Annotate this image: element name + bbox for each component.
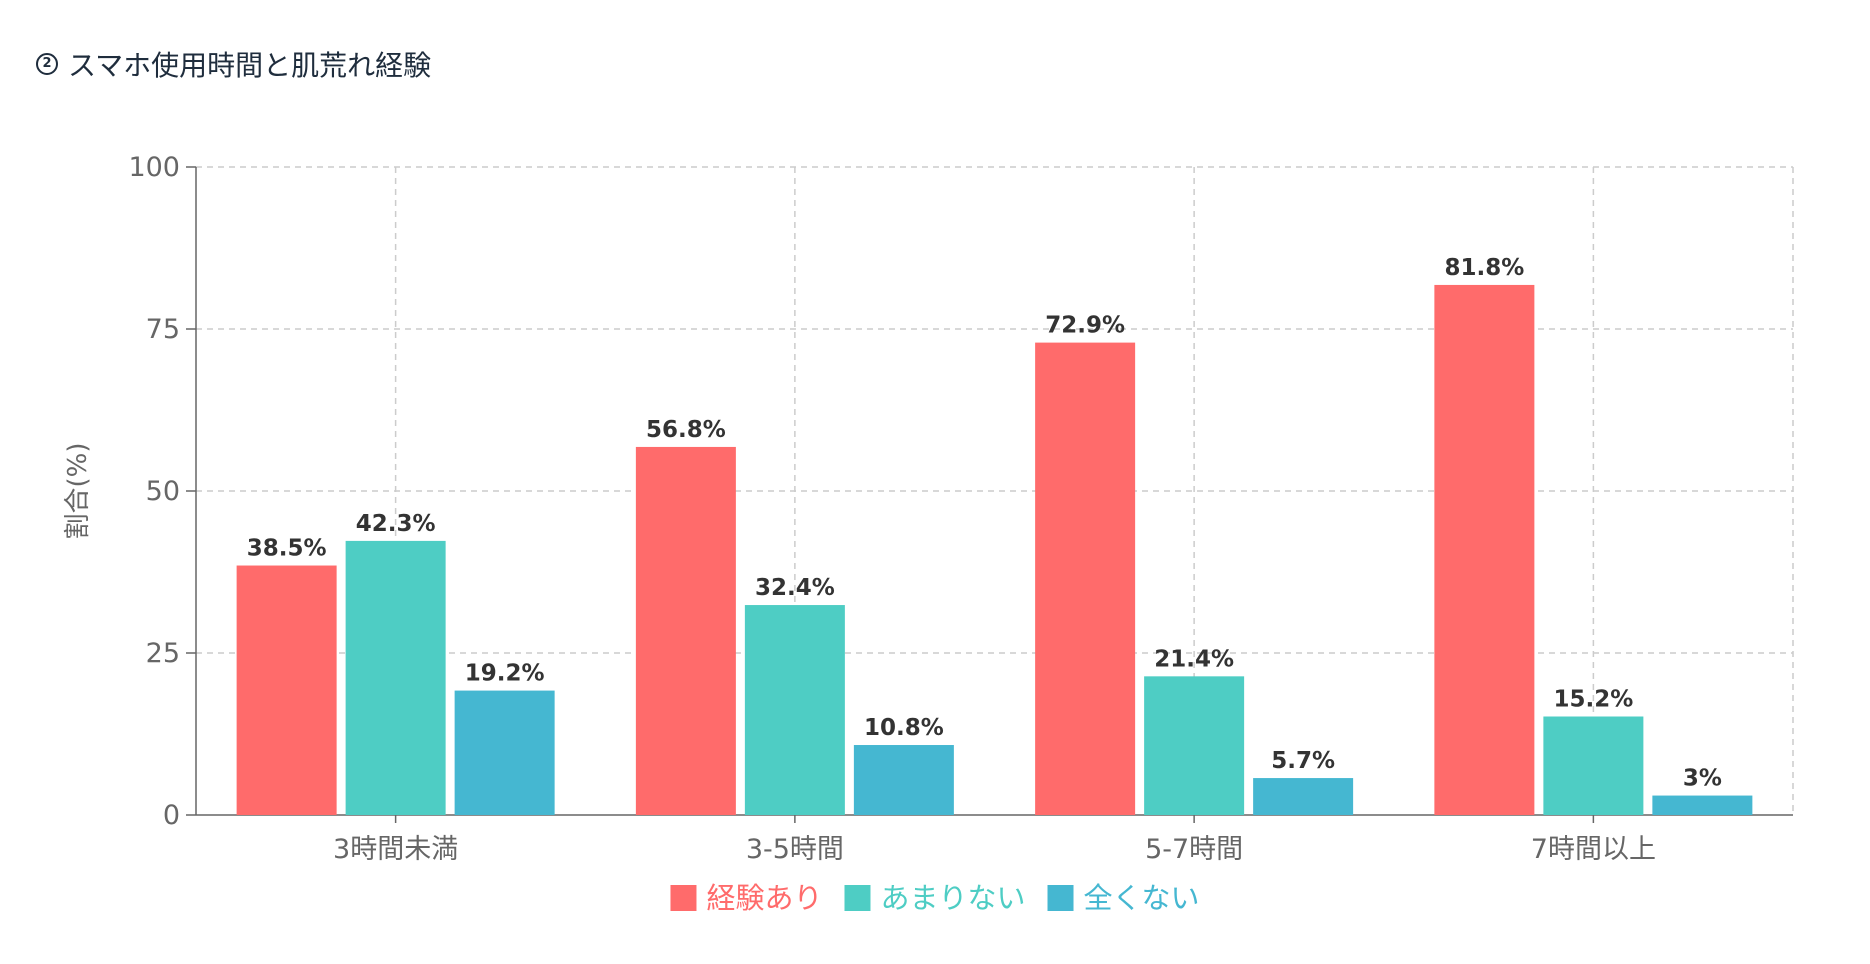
- bar-value-label: 10.8%: [864, 715, 944, 741]
- legend-item[interactable]: あまりない: [844, 881, 1026, 915]
- y-axis-title: 割合(%): [63, 443, 93, 540]
- bar-value-label: 72.9%: [1045, 313, 1125, 339]
- y-tick-label: 75: [146, 314, 180, 345]
- bar-value-label: 32.4%: [755, 575, 835, 601]
- y-tick-label: 50: [146, 476, 180, 507]
- data-labels: 38.5% 56.8% 72.9% 81.8% 42.3% 32.4% 21.4% 15.2%…: [247, 255, 1722, 792]
- bar[interactable]: [454, 690, 555, 815]
- y-tick-label: 100: [128, 152, 180, 183]
- bar[interactable]: [635, 446, 736, 815]
- legend-label: あまりない: [880, 881, 1025, 915]
- bar[interactable]: [1035, 342, 1136, 815]
- bar[interactable]: [1652, 795, 1753, 815]
- x-tick-label: 7時間以上: [1531, 834, 1656, 865]
- legend-swatch: [1047, 885, 1074, 911]
- bar-value-label: 15.2%: [1553, 687, 1633, 713]
- bar[interactable]: [1543, 716, 1644, 815]
- chart-header: 2 スマホ使用時間と肌荒れ経験: [36, 44, 431, 84]
- bar[interactable]: [1144, 676, 1245, 815]
- legend-label: 全くない: [1084, 881, 1200, 915]
- legend-items[interactable]: 経験あり あまりない 全くない: [670, 881, 1200, 915]
- legend-item[interactable]: 全くない: [1047, 881, 1200, 915]
- circled-number-icon: 2: [36, 53, 58, 75]
- bar[interactable]: [236, 565, 337, 815]
- bars: [236, 284, 1753, 815]
- bar-value-label: 38.5%: [247, 536, 327, 562]
- legend[interactable]: 経験あり あまりない 全くない: [670, 881, 1200, 915]
- bar[interactable]: [1253, 778, 1354, 815]
- bar[interactable]: [744, 605, 845, 815]
- bar[interactable]: [1434, 284, 1535, 815]
- bar-value-label: 21.4%: [1154, 646, 1234, 672]
- bar-value-label: 5.7%: [1271, 748, 1335, 774]
- legend-swatch: [670, 885, 697, 911]
- y-tick-label: 0: [163, 800, 180, 831]
- y-tick-label: 25: [146, 638, 180, 669]
- bar-value-label: 81.8%: [1444, 255, 1524, 281]
- axes: 0 25 50 75 100 3時間未満 3-5時間 5-7時間 7時間以上 割合(%): [63, 152, 1793, 865]
- legend-item[interactable]: 経験あり: [670, 881, 822, 915]
- bar-value-label: 42.3%: [356, 511, 436, 537]
- x-tick-label: 5-7時間: [1145, 834, 1243, 865]
- x-tick-label: 3-5時間: [746, 834, 844, 865]
- bar-value-label: 56.8%: [646, 417, 726, 443]
- legend-swatch: [844, 885, 871, 911]
- chart-title: スマホ使用時間と肌荒れ経験: [68, 49, 432, 82]
- bar[interactable]: [345, 540, 446, 815]
- x-tick-label: 3時間未満: [333, 834, 458, 865]
- legend-label: 経験あり: [706, 881, 822, 915]
- bar-value-label: 19.2%: [465, 661, 545, 687]
- bar[interactable]: [853, 745, 954, 815]
- bar-value-label: 3%: [1683, 766, 1722, 792]
